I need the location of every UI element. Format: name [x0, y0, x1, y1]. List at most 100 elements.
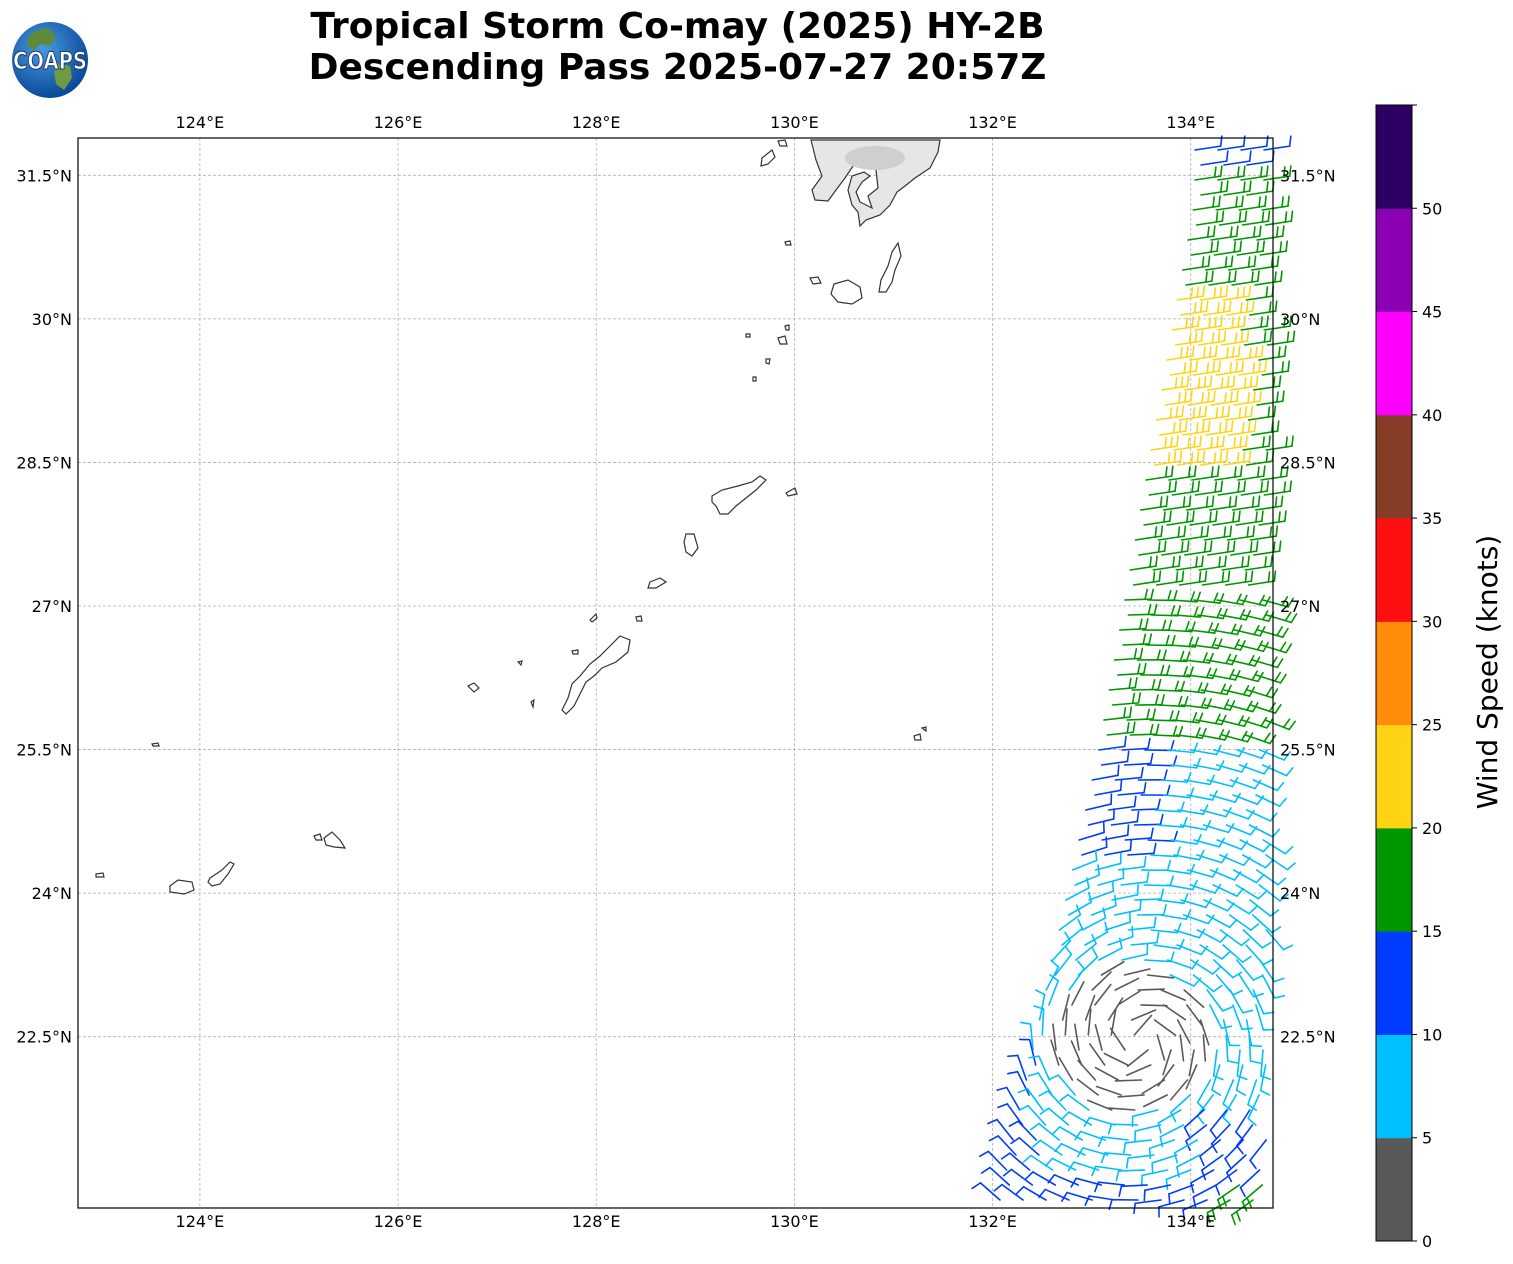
- logo-text: COAPS: [13, 47, 87, 75]
- wind-barb: [1263, 165, 1292, 181]
- wind-barb: [1176, 1019, 1191, 1044]
- wind-barb: [1143, 1184, 1172, 1202]
- wind-barb: [1228, 914, 1260, 931]
- wind-barb: [1248, 1034, 1262, 1064]
- wind-barb: [1170, 1094, 1191, 1123]
- wind-barb: [1236, 959, 1264, 981]
- wind-barb: [1008, 1120, 1037, 1141]
- wind-barb: [1206, 375, 1236, 391]
- wind-barb: [1222, 1019, 1241, 1047]
- wind-barb: [1180, 897, 1212, 909]
- wind-barb: [1212, 345, 1241, 361]
- wind-barb: [1191, 637, 1223, 650]
- wind-barb: [1192, 195, 1221, 211]
- wind-barb: [1140, 859, 1172, 872]
- islet-6: [752, 376, 757, 382]
- wind-barb: [1106, 721, 1136, 736]
- wind-barb: [1051, 1126, 1083, 1141]
- wind-barb: [1259, 749, 1291, 761]
- wind-barb: [1173, 849, 1205, 861]
- colorbar-tick-label: 20: [1422, 819, 1442, 838]
- wind-barb: [1210, 623, 1243, 636]
- wind-barb: [1213, 959, 1243, 979]
- wind-barb: [1206, 1199, 1231, 1224]
- wind-barb: [1121, 943, 1149, 961]
- wind-barb: [1226, 300, 1255, 316]
- wind-barb: [1077, 1059, 1097, 1081]
- wind-barb: [1241, 716, 1273, 729]
- wind-barb: [1048, 974, 1060, 1006]
- wind-barb: [1146, 974, 1175, 979]
- colorbar-tick-label: 0: [1422, 1232, 1432, 1251]
- wind-barb: [1122, 633, 1153, 646]
- wind-barb: [1162, 1049, 1172, 1076]
- colorbar-frame: [1375, 104, 1413, 1242]
- wind-barb: [1196, 929, 1229, 943]
- wind-barb: [1263, 480, 1292, 496]
- wind-barb: [1137, 769, 1168, 781]
- colorbar-segment: [1376, 827, 1412, 932]
- wind-barb: [1185, 495, 1215, 511]
- lat-tick-label: 25.5°N: [16, 741, 72, 760]
- wind-barb: [1052, 1023, 1057, 1051]
- wind-barb: [1137, 988, 1165, 991]
- wind-barb: [1190, 959, 1221, 975]
- wind-barb: [1232, 869, 1265, 884]
- kuchinoerabu-island: [809, 276, 822, 285]
- wind-barb: [1175, 727, 1207, 739]
- colorbar-tick-label: 35: [1422, 509, 1442, 528]
- wind-barb: [1094, 1066, 1120, 1081]
- wind-barb: [1222, 1094, 1237, 1126]
- wind-barb: [1111, 692, 1142, 706]
- wind-barb: [1058, 1056, 1074, 1081]
- wind-barb: [1124, 827, 1154, 841]
- wind-barb: [1255, 1004, 1275, 1031]
- irabu-island: [313, 833, 323, 841]
- wind-barb: [1168, 465, 1197, 481]
- wind-barb: [1065, 877, 1090, 901]
- wind-barb: [1180, 300, 1209, 316]
- wind-barb: [1104, 911, 1132, 931]
- wind-barb: [1195, 713, 1227, 726]
- wind-barb: [1265, 435, 1294, 451]
- wind-barb: [1140, 1169, 1169, 1187]
- wind-barb: [1170, 834, 1202, 845]
- wind-barb: [1018, 1104, 1047, 1126]
- wind-barb: [1258, 884, 1289, 902]
- wind-barb: [1114, 1079, 1143, 1082]
- wind-barb: [1232, 1004, 1253, 1031]
- wind-barb: [1249, 300, 1278, 316]
- wind-barb: [1147, 589, 1178, 602]
- wind-barb: [1071, 981, 1085, 1006]
- wind-barb: [1183, 375, 1213, 391]
- wind-barb: [1126, 708, 1156, 721]
- wind-barb: [1202, 1034, 1207, 1062]
- wind-barb: [1094, 779, 1123, 796]
- wind-barb: [1134, 888, 1165, 901]
- wind-barb: [1173, 928, 1206, 939]
- wind-barb: [1236, 240, 1265, 256]
- wind-barb: [1097, 1136, 1129, 1148]
- wind-barb: [1091, 764, 1120, 781]
- wind-barb: [1061, 918, 1084, 946]
- kyushu-landmass: [810, 139, 941, 228]
- wind-barb: [1019, 1021, 1034, 1051]
- wind-barb: [1140, 664, 1171, 676]
- islet-7: [571, 649, 579, 655]
- wind-barb: [1155, 405, 1185, 421]
- land-outlines: [95, 139, 941, 895]
- wind-barb: [1027, 1072, 1053, 1096]
- wind-barb: [1083, 1116, 1116, 1127]
- wind-barb: [1032, 1139, 1063, 1156]
- wind-barb: [1179, 819, 1212, 831]
- wind-barb: [1190, 240, 1219, 256]
- wind-barb: [1039, 1107, 1070, 1126]
- wind-barb: [1179, 1034, 1185, 1062]
- wind-barb: [1159, 909, 1192, 921]
- wind-barb: [1108, 1107, 1136, 1111]
- wind-barb: [1075, 933, 1097, 961]
- tokunoshima-island: [683, 533, 699, 557]
- wind-barb: [1178, 405, 1208, 421]
- lat-ticks-left: 31.5°N 30°N 28.5°N 27°N 25.5°N 24°N 22.5°N: [16, 166, 72, 1046]
- wind-barb: [1130, 1009, 1157, 1021]
